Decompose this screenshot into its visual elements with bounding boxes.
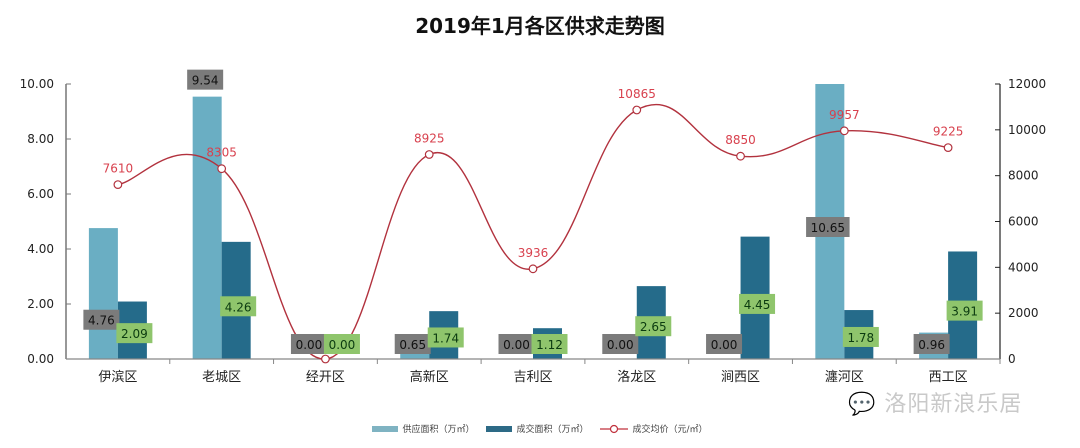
supply-value-label: 10.65 [811,221,845,235]
supply-value-label: 0.00 [503,338,530,352]
legend-item-price[interactable]: 成交均价（元/㎡） [600,422,708,435]
supply-value-label-bg [83,309,120,330]
deal-value-label-bg [116,323,153,344]
deal-value-label: 4.26 [225,300,252,314]
category-label: 老城区 [202,370,241,385]
price-point[interactable] [632,105,642,115]
category-label: 瀍河区 [825,369,864,385]
legend-item-supply[interactable]: 供应面积（万㎡） [372,422,474,435]
right-tick-label: 2000 [1008,306,1039,320]
supply-value-label: 0.96 [918,338,945,352]
category-label: 伊滨区 [98,369,137,385]
category-label: 吉利区 [513,370,552,385]
deal-swatch-icon [486,425,513,432]
price-value-label: 8925 [414,131,445,145]
wechat-icon: 💬 [848,392,877,417]
deal-value-label-bg [531,334,568,354]
price-point[interactable] [113,180,123,190]
deal-value-label: 1.12 [536,338,563,352]
supply-value-label-bg [913,334,950,354]
chart-title: 2019年1月各区供求走势图 [415,14,665,38]
supply-value-label-bg [498,334,535,354]
right-tick-label: 0 [1008,352,1016,366]
price-value-label: 8850 [725,133,756,147]
price-value-label: 10865 [618,87,656,101]
deal-value-label-bg [635,316,672,337]
legend: 供应面积（万㎡） 成交面积（万㎡） 成交均价（元/㎡） [0,422,1080,435]
supply-value-label-bg [394,334,431,354]
legend-item-deal[interactable]: 成交面积（万㎡） [486,422,588,435]
price-point[interactable] [217,164,227,174]
category-label: 经开区 [306,370,345,385]
supply-value-label: 0.00 [296,338,323,352]
category-label: 西工区 [929,370,968,385]
supply-value-label-bg [602,334,639,354]
right-tick-label: 8000 [1008,169,1039,183]
supply-value-label: 0.00 [607,338,634,352]
watermark-text: 洛阳新浪乐居 [884,392,1023,417]
deal-value-label: 2.65 [640,320,667,334]
deal-value-label-bg [427,327,464,348]
supply-value-label-bg [706,334,743,354]
supply-value-label-bg [290,334,327,354]
category-label: 洛龙区 [617,370,656,385]
supply-value-label: 0.65 [399,338,426,352]
legend-label-supply: 供应面积（万㎡） [402,425,475,435]
supply-value-label: 4.76 [88,314,115,328]
price-point[interactable] [839,126,849,136]
watermark: 💬 洛阳新浪乐居 [848,386,1022,418]
supply-bar[interactable] [88,228,118,359]
price-value-label: 9957 [829,108,860,122]
price-point[interactable] [736,151,745,161]
deal-value-label-bg [323,334,360,354]
price-value-label: 3936 [518,246,549,260]
line-marker-icon [600,424,629,433]
price-point[interactable] [943,143,953,152]
deal-value-label: 3.91 [951,305,978,319]
price-point[interactable] [528,264,538,274]
left-tick-label: 10.00 [20,77,54,91]
supply-value-label: 0.00 [711,338,738,352]
combo-chart: 0.00 2.00 4.00 6.00 8.00 10.00 0 2000 4000 6000 80… [20,69,1046,385]
deal-value-label: 4.45 [744,298,771,312]
right-tick-label: 10000 [1008,123,1046,137]
right-tick-label: 4000 [1008,260,1039,274]
price-value-label: 7610 [103,162,134,176]
deal-value-label: 1.78 [847,331,874,345]
right-tick-label: 6000 [1008,215,1039,229]
price-point[interactable] [424,150,434,159]
left-tick-label: 2.00 [27,297,54,311]
price-value-label: 8305 [206,146,237,160]
supply-bar[interactable] [192,96,222,360]
deal-value-label-bg [220,296,257,317]
category-label: 涧西区 [721,370,760,385]
deal-value-label-bg [946,300,983,321]
deal-value-label: 2.09 [121,327,148,341]
legend-label-price: 成交均价（元/㎡） [632,425,708,435]
category-label: 高新区 [410,369,449,385]
left-tick-label: 4.00 [27,242,54,256]
supply-value-label-bg [806,217,850,237]
deal-value-label-bg [842,326,879,347]
legend-label-deal: 成交面积（万㎡） [516,425,589,435]
supply-swatch-icon [372,425,399,432]
supply-value-label: 9.54 [192,74,219,88]
right-tick-label: 12000 [1008,77,1046,91]
price-value-label: 9225 [933,125,964,139]
price-line[interactable] [117,103,949,360]
deal-value-label-bg [739,293,776,314]
supply-value-label-bg [187,69,224,90]
deal-value-label: 0.00 [329,338,356,352]
left-tick-label: 8.00 [27,132,54,146]
deal-value-label: 1.74 [432,331,459,345]
price-point[interactable] [321,354,330,364]
left-tick-label: 6.00 [27,187,54,201]
left-tick-label: 0.00 [27,352,54,366]
